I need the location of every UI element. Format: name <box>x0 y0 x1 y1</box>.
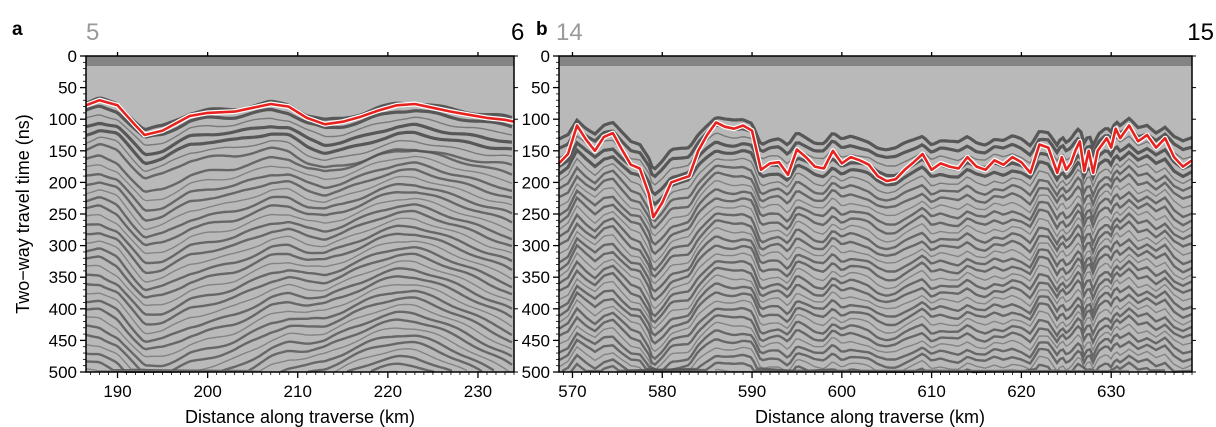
profile-end-label-b: 15 <box>1187 19 1214 46</box>
y-tick-label: 250 <box>522 205 550 224</box>
y-axis-label: Two−way travel time (ns) <box>13 114 33 314</box>
y-axis-b: 0 50 100 150 200 250 300 350 400 450 500 <box>522 47 1196 382</box>
y-axis-a: 0 50 100 150 200 250 300 350 400 450 500 <box>49 47 518 382</box>
plot-area-a <box>85 55 515 374</box>
profile-start-label-b: 14 <box>556 19 583 46</box>
panel-label-a: a <box>12 19 23 40</box>
y-tick-label: 350 <box>49 268 77 287</box>
y-tick-label: 300 <box>522 237 550 256</box>
x-axis-b: 570 580 590 600 610 620 630 <box>558 52 1193 401</box>
x-tick-label: 630 <box>1097 382 1125 401</box>
panel-a: a 5 6 0 50 100 150 200 250 300 350 400 450 500 190… <box>12 19 524 427</box>
y-tick-label: 200 <box>49 173 77 192</box>
x-tick-label: 610 <box>917 382 945 401</box>
x-axis-a: 190 200 210 220 230 <box>90 52 515 401</box>
x-tick-label: 620 <box>1007 382 1035 401</box>
x-tick-label: 580 <box>648 382 676 401</box>
x-tick-label: 570 <box>558 382 586 401</box>
y-tick-label: 300 <box>49 237 77 256</box>
x-axis-label-a: Distance along traverse (km) <box>185 407 415 427</box>
x-tick-label: 200 <box>193 382 221 401</box>
radar-texture-a <box>86 56 514 372</box>
profile-start-label-a: 5 <box>86 19 99 46</box>
x-tick-label: 220 <box>374 382 402 401</box>
y-tick-label: 100 <box>522 110 550 129</box>
y-tick-label: 100 <box>49 110 77 129</box>
y-tick-label: 400 <box>522 300 550 319</box>
y-tick-label: 0 <box>68 47 77 66</box>
horizon-line <box>85 98 515 137</box>
panel-b: b 14 15 0 50 100 150 200 250 300 350 400 450 500 5… <box>522 19 1214 427</box>
y-tick-label: 250 <box>49 205 77 224</box>
horizon-line <box>558 121 1193 219</box>
y-tick-label: 150 <box>49 142 77 161</box>
plot-area-b <box>557 55 1194 374</box>
x-tick-label: 230 <box>464 382 492 401</box>
y-tick-label: 200 <box>522 173 550 192</box>
y-tick-label: 450 <box>49 331 77 350</box>
y-tick-label: 500 <box>522 363 550 382</box>
x-axis-label-b: Distance along traverse (km) <box>755 407 985 427</box>
y-tick-label: 50 <box>531 79 550 98</box>
panel-label-b: b <box>536 19 548 40</box>
x-tick-label: 590 <box>738 382 766 401</box>
y-tick-label: 50 <box>58 79 77 98</box>
profile-end-label-a: 6 <box>511 19 524 46</box>
series-b <box>557 119 1194 220</box>
x-tick-label: 210 <box>284 382 312 401</box>
y-tick-label: 400 <box>49 300 77 319</box>
x-tick-label: 190 <box>103 382 131 401</box>
y-tick-label: 350 <box>522 268 550 287</box>
y-tick-label: 500 <box>49 363 77 382</box>
x-tick-label: 600 <box>828 382 856 401</box>
y-tick-label: 150 <box>522 142 550 161</box>
series-a <box>85 97 515 138</box>
y-tick-label: 0 <box>541 47 550 66</box>
y-tick-label: 450 <box>522 331 550 350</box>
radar-texture-b <box>559 56 1192 372</box>
